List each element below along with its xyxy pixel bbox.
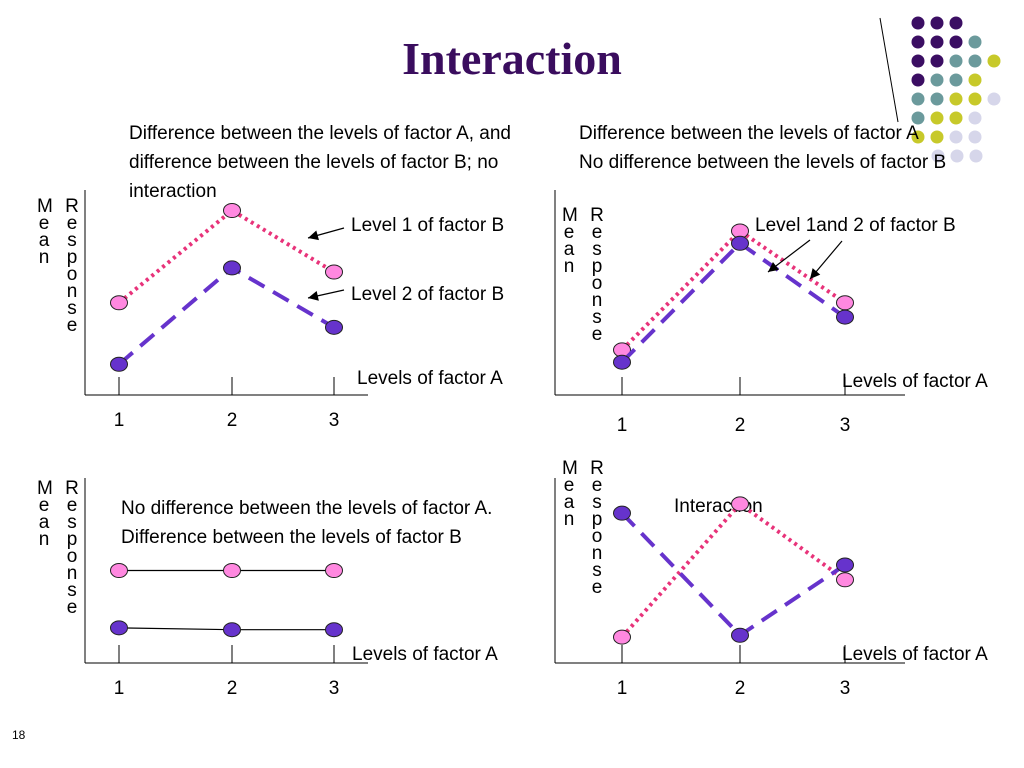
data-point <box>325 319 343 335</box>
x-tick-label: 3 <box>839 678 851 699</box>
decor-dot <box>950 149 964 163</box>
data-point <box>110 563 128 578</box>
decor-dot <box>968 54 982 68</box>
x-tick-label: 2 <box>734 415 746 436</box>
decor-dot <box>931 149 945 163</box>
slide-title: Interaction <box>402 33 622 84</box>
x-tick-label: 3 <box>839 415 851 436</box>
data-point <box>613 505 631 521</box>
data-point <box>613 354 631 370</box>
label-level1-factor-b: Level 1 of factor B <box>351 215 505 236</box>
callout-arrowhead <box>308 230 319 241</box>
series-line <box>620 228 847 352</box>
decor-dot <box>911 16 925 30</box>
decor-dot <box>930 111 944 125</box>
data-point <box>110 356 128 372</box>
decor-dot <box>911 111 925 125</box>
decor-dot <box>968 92 982 106</box>
data-point <box>731 496 749 512</box>
decor-dot <box>949 130 963 144</box>
series-line <box>620 240 847 364</box>
series-line <box>620 511 847 638</box>
decor-dot <box>968 130 982 144</box>
data-point <box>110 620 128 636</box>
x-tick-label: 1 <box>113 678 125 699</box>
decor-dot <box>949 35 963 49</box>
series-line <box>620 501 847 639</box>
data-point <box>836 557 854 573</box>
decor-dot <box>987 92 1001 106</box>
decor-dot <box>969 149 983 163</box>
caption-panel-2: Difference between the levels of factor … <box>579 123 947 173</box>
decor-dot <box>930 35 944 49</box>
decor-dot <box>968 73 982 87</box>
decor-dot <box>949 92 963 106</box>
decor-dot <box>911 92 925 106</box>
data-point <box>731 627 749 643</box>
xlabel-panel-3: Levels of factor A <box>352 644 498 665</box>
x-tick-label: 1 <box>616 678 628 699</box>
data-point <box>223 622 241 638</box>
xlabel-panel-2: Levels of factor A <box>842 371 988 392</box>
x-tick-label: 1 <box>113 410 125 431</box>
decor-dot <box>930 16 944 30</box>
xlabel-panel-1: Levels of factor A <box>357 368 503 389</box>
caption-panel-1: Difference between the levels of factor … <box>129 123 511 202</box>
data-point <box>613 629 631 645</box>
decor-dot <box>930 73 944 87</box>
x-tick-label: 1 <box>616 415 628 436</box>
caption-panel-3: No difference between the levels of fact… <box>121 498 493 548</box>
x-tick-label: 2 <box>734 678 746 699</box>
data-point <box>325 622 343 638</box>
decorative-dot-grid <box>879 16 1001 163</box>
decor-dot <box>911 73 925 87</box>
decor-dot <box>930 54 944 68</box>
label-level1and2-factor-b: Level 1and 2 of factor B <box>755 215 956 236</box>
decor-dot <box>911 35 925 49</box>
callout-arrowhead <box>810 268 821 279</box>
series-line <box>117 265 336 366</box>
x-tick-label: 2 <box>226 410 238 431</box>
callout-arrowhead <box>768 261 779 272</box>
data-point <box>325 563 343 578</box>
label-level2-factor-b: Level 2 of factor B <box>351 284 505 305</box>
decor-dot <box>911 54 925 68</box>
xlabel-panel-4: Levels of factor A <box>842 644 988 665</box>
decor-dot <box>911 130 925 144</box>
data-point <box>223 563 241 578</box>
decor-dot <box>968 111 982 125</box>
decor-dot <box>949 111 963 125</box>
decor-dot <box>949 16 963 30</box>
decor-dot <box>930 130 944 144</box>
callout-arrowhead <box>308 290 319 301</box>
decor-line <box>879 17 899 123</box>
decor-dot <box>949 54 963 68</box>
decor-dot <box>949 73 963 87</box>
x-tick-label: 2 <box>226 678 238 699</box>
data-point <box>731 235 749 251</box>
x-tick-label: 3 <box>328 678 340 699</box>
data-point <box>325 264 343 280</box>
data-point <box>223 203 241 218</box>
decor-dot <box>930 92 944 106</box>
decor-dot <box>987 54 1001 68</box>
data-point <box>836 295 854 311</box>
x-tick-label: 3 <box>328 410 340 431</box>
decor-dot <box>968 35 982 49</box>
data-point <box>836 309 854 325</box>
data-point <box>110 295 128 311</box>
slide-number: 18 <box>12 728 26 742</box>
series-line <box>117 208 336 305</box>
data-point <box>836 572 854 588</box>
data-point <box>223 260 241 276</box>
